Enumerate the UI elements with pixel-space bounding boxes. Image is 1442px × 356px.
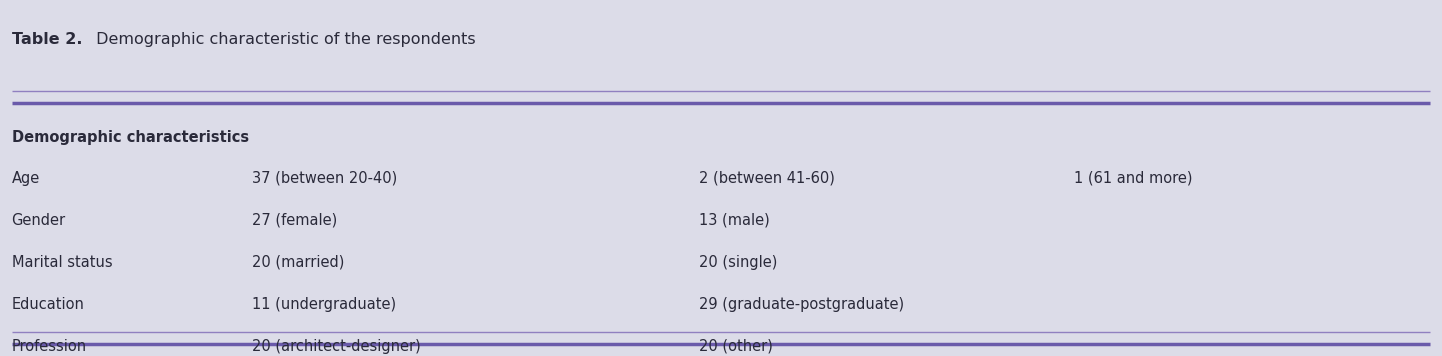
Text: Age: Age bbox=[12, 171, 40, 186]
Text: Demographic characteristic of the respondents: Demographic characteristic of the respon… bbox=[91, 32, 476, 47]
Text: Table 2.: Table 2. bbox=[12, 32, 82, 47]
Text: Demographic characteristics: Demographic characteristics bbox=[12, 130, 248, 145]
Text: 20 (single): 20 (single) bbox=[699, 255, 777, 270]
Text: 27 (female): 27 (female) bbox=[252, 213, 337, 228]
Text: 37 (between 20-40): 37 (between 20-40) bbox=[252, 171, 398, 186]
Text: Profession: Profession bbox=[12, 339, 87, 354]
Text: 20 (other): 20 (other) bbox=[699, 339, 773, 354]
Text: 20 (architect-designer): 20 (architect-designer) bbox=[252, 339, 421, 354]
Text: 20 (married): 20 (married) bbox=[252, 255, 345, 270]
Text: Education: Education bbox=[12, 297, 85, 312]
Text: Gender: Gender bbox=[12, 213, 66, 228]
Text: 13 (male): 13 (male) bbox=[699, 213, 770, 228]
Text: 11 (undergraduate): 11 (undergraduate) bbox=[252, 297, 397, 312]
Text: Marital status: Marital status bbox=[12, 255, 112, 270]
Text: 2 (between 41-60): 2 (between 41-60) bbox=[699, 171, 835, 186]
Text: 29 (graduate-postgraduate): 29 (graduate-postgraduate) bbox=[699, 297, 904, 312]
Text: 1 (61 and more): 1 (61 and more) bbox=[1074, 171, 1193, 186]
